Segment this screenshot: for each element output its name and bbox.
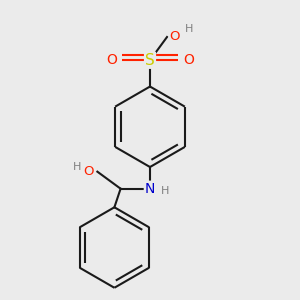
Text: O: O	[106, 53, 117, 67]
Text: O: O	[169, 31, 180, 44]
Text: H: H	[73, 162, 81, 172]
Text: H: H	[184, 24, 193, 34]
Text: H: H	[161, 186, 170, 196]
Text: S: S	[145, 53, 155, 68]
Text: O: O	[183, 53, 194, 67]
Text: N: N	[145, 182, 155, 196]
Text: O: O	[83, 165, 93, 178]
